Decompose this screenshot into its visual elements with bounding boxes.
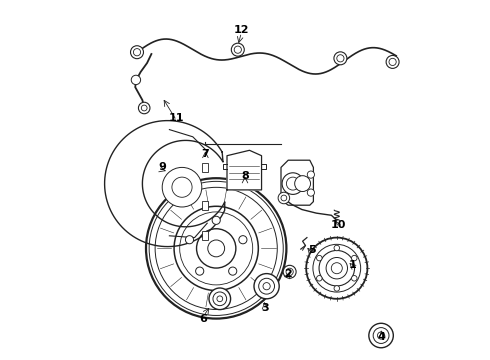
Text: 6: 6 xyxy=(199,314,208,324)
Circle shape xyxy=(133,49,141,56)
Text: 10: 10 xyxy=(331,220,346,230)
Circle shape xyxy=(286,177,299,190)
Text: 8: 8 xyxy=(241,171,249,181)
Text: 2: 2 xyxy=(284,269,292,279)
Circle shape xyxy=(294,176,311,192)
FancyBboxPatch shape xyxy=(202,231,208,240)
Circle shape xyxy=(334,52,347,65)
Circle shape xyxy=(313,244,361,292)
Circle shape xyxy=(208,240,224,257)
Circle shape xyxy=(131,75,141,85)
Circle shape xyxy=(234,46,242,53)
Circle shape xyxy=(337,55,344,62)
Circle shape xyxy=(307,171,315,178)
Polygon shape xyxy=(104,121,225,247)
Circle shape xyxy=(146,178,286,319)
Circle shape xyxy=(185,236,194,244)
Circle shape xyxy=(130,46,144,59)
Circle shape xyxy=(155,187,277,310)
Circle shape xyxy=(196,229,236,268)
Circle shape xyxy=(172,177,192,197)
Circle shape xyxy=(307,189,315,196)
Circle shape xyxy=(229,267,237,275)
Circle shape xyxy=(180,212,253,285)
Polygon shape xyxy=(281,160,314,205)
Text: 3: 3 xyxy=(261,303,269,313)
Text: 1: 1 xyxy=(349,260,357,270)
Circle shape xyxy=(317,275,322,281)
Circle shape xyxy=(377,332,385,339)
Circle shape xyxy=(331,263,343,274)
Circle shape xyxy=(369,323,393,348)
Circle shape xyxy=(351,275,357,281)
Circle shape xyxy=(239,236,247,244)
Text: 4: 4 xyxy=(378,332,386,342)
Circle shape xyxy=(282,173,304,194)
Circle shape xyxy=(263,283,270,290)
Circle shape xyxy=(334,245,340,251)
Circle shape xyxy=(254,274,279,299)
Circle shape xyxy=(351,255,357,261)
Circle shape xyxy=(213,292,227,306)
Circle shape xyxy=(278,192,290,204)
Circle shape xyxy=(306,238,368,299)
Circle shape xyxy=(259,278,274,294)
Circle shape xyxy=(231,43,245,56)
FancyBboxPatch shape xyxy=(202,163,208,172)
Text: 11: 11 xyxy=(169,113,184,123)
Circle shape xyxy=(389,58,396,66)
Circle shape xyxy=(283,265,296,278)
Circle shape xyxy=(334,285,340,291)
Text: 7: 7 xyxy=(201,149,209,159)
Circle shape xyxy=(139,102,150,114)
Text: 9: 9 xyxy=(158,162,166,172)
Circle shape xyxy=(319,251,355,286)
Circle shape xyxy=(281,195,287,201)
Circle shape xyxy=(141,105,147,111)
Circle shape xyxy=(286,268,293,275)
Circle shape xyxy=(373,328,389,343)
Circle shape xyxy=(149,181,283,315)
Circle shape xyxy=(317,255,322,261)
Text: 5: 5 xyxy=(308,245,316,255)
Circle shape xyxy=(326,257,347,279)
Circle shape xyxy=(386,55,399,68)
Circle shape xyxy=(217,296,222,302)
Circle shape xyxy=(209,288,231,310)
Circle shape xyxy=(212,216,220,224)
Circle shape xyxy=(174,206,258,291)
FancyBboxPatch shape xyxy=(202,201,208,210)
Text: 12: 12 xyxy=(234,24,249,35)
Circle shape xyxy=(162,167,202,207)
Polygon shape xyxy=(227,150,262,190)
Circle shape xyxy=(196,267,204,275)
